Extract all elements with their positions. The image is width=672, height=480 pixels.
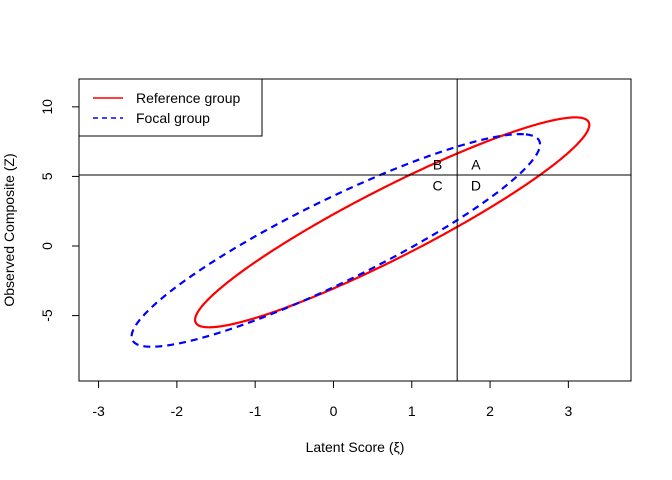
series-reference-ellipse [193, 116, 591, 329]
legend-box [78, 78, 263, 137]
y-tick-label: 0 [39, 242, 55, 250]
x-tick-label: 0 [330, 403, 338, 419]
legend-label-reference: Reference group [136, 90, 241, 106]
quadrant-label-c: C [433, 177, 443, 193]
x-axis-label: Latent Score (ξ) [306, 439, 405, 455]
x-tick-label: -3 [92, 403, 105, 419]
series-focal-ellipse [130, 133, 542, 348]
plot-frame [78, 78, 632, 382]
quadrant-label-b: B [433, 157, 442, 173]
x-tick-label: -2 [171, 403, 184, 419]
x-tick-label: -1 [249, 403, 262, 419]
x-tick-label: 3 [564, 403, 572, 419]
x-tick-label: 2 [486, 403, 494, 419]
quadrant-labels: A BC D [433, 157, 482, 194]
y-tick-label: 10 [39, 99, 55, 115]
series-layer [130, 116, 591, 348]
legend-label-focal: Focal group [136, 110, 210, 126]
x-axis: -3 -2 -1 0 1 2 3 [92, 381, 572, 419]
legend: Reference group Focal group [78, 78, 263, 137]
x-tick-label: 1 [408, 403, 416, 419]
reference-lines [79, 79, 631, 381]
quadrant-label-d: D [471, 177, 481, 193]
quadrant-label-a: A [471, 157, 481, 173]
y-tick-label: 5 [39, 172, 55, 180]
y-axis: -5 0 5 10 [39, 99, 79, 322]
y-tick-label: -5 [39, 309, 55, 322]
y-axis-label: Observed Composite (Z) [1, 153, 17, 306]
